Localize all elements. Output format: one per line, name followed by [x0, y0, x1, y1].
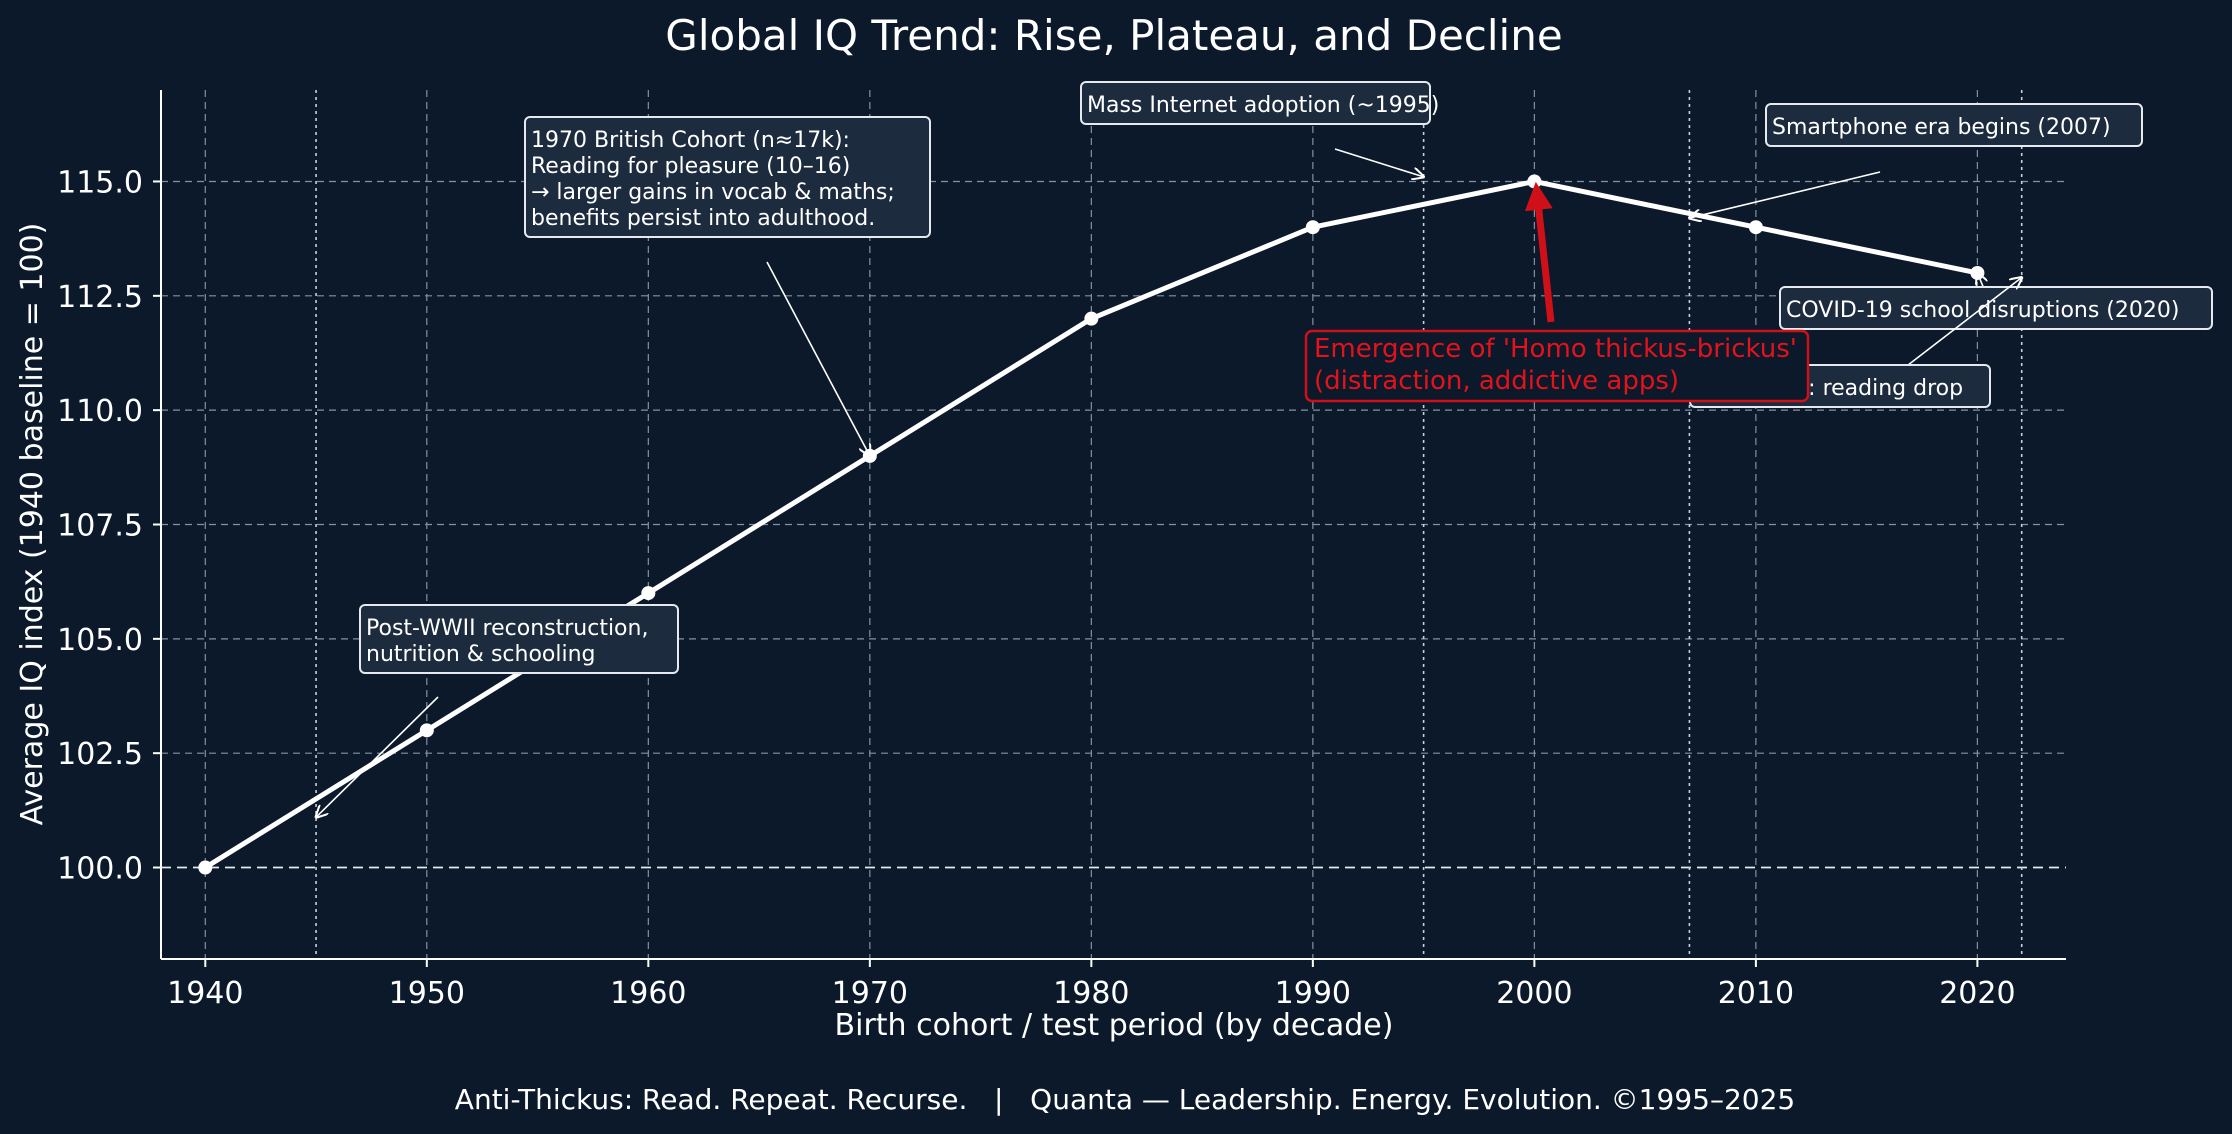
- y-tick-label: 100.0: [57, 852, 143, 887]
- annotation-postwar: Post-WWII reconstruction,nutrition & sch…: [316, 604, 679, 817]
- series: [198, 174, 1985, 875]
- y-axis-label: Average IQ index (1940 baseline = 100): [15, 223, 50, 826]
- annotation-box: [1765, 103, 2143, 147]
- y-tick-label: 112.5: [57, 280, 143, 315]
- annotation-internet: Mass Internet adoption (~1995): [1080, 81, 1439, 177]
- annotation-text: → larger gains in vocab & maths;: [531, 180, 895, 205]
- y-tick-label: 107.5: [57, 509, 143, 544]
- x-tick-label: 1940: [167, 976, 243, 1011]
- annotation-box: [524, 116, 931, 238]
- ticks: 1940 1950 1960 1970 1980 1990 2000 2010 2020 100.…: [57, 165, 2015, 1011]
- annotation-box: [1779, 286, 2213, 330]
- data-point: [198, 860, 213, 875]
- x-tick-label: 2010: [1718, 976, 1794, 1011]
- data-point: [1527, 174, 1542, 189]
- x-tick-label: 1960: [610, 976, 686, 1011]
- highlight-text: (distraction, addictive apps): [1314, 366, 1679, 396]
- footer-text: Anti-Thickus: Read. Repeat. Recurse. | Q…: [455, 1083, 1795, 1116]
- grid: [161, 90, 2066, 959]
- x-tick-label: 2020: [1939, 976, 2015, 1011]
- x-tick-label: 1980: [1053, 976, 1129, 1011]
- annotations: Post-WWII reconstruction,nutrition & sch…: [316, 81, 2213, 817]
- annotation-text: Mass Internet adoption (~1995): [1087, 93, 1439, 118]
- x-tick-label: 1990: [1275, 976, 1351, 1011]
- data-point: [1305, 220, 1320, 235]
- data-point: [1748, 220, 1763, 235]
- data-point: [419, 723, 434, 738]
- highlight-arrow: [1524, 181, 1555, 323]
- y-tick-label: 110.0: [57, 394, 143, 429]
- annotation-smartphone: Smartphone era begins (2007): [1689, 103, 2143, 218]
- y-tick-label: 102.5: [57, 737, 143, 772]
- annotation-text: nutrition & schooling: [366, 642, 596, 667]
- annotation-box: [1080, 81, 1431, 125]
- annotation-highlight: Emergence of 'Homo thickus-brickus'(dist…: [1304, 181, 1810, 403]
- x-tick-label: 2000: [1496, 976, 1572, 1011]
- annotation-text: Smartphone era begins (2007): [1772, 115, 2111, 140]
- x-tick-label: 1970: [832, 976, 908, 1011]
- chart-title: Global IQ Trend: Rise, Plateau, and Decl…: [665, 11, 1562, 60]
- y-tick-label: 105.0: [57, 623, 143, 658]
- annotation-arrow: [766, 261, 870, 456]
- annotation-arrow: [1689, 171, 1881, 218]
- highlight-text: Emergence of 'Homo thickus-brickus': [1314, 334, 1797, 364]
- highlight-box: [1304, 329, 1810, 403]
- data-point: [641, 586, 656, 601]
- annotation-text: benefits persist into adulthood.: [531, 206, 875, 231]
- annotation-text: COVID-19 school disruptions (2020): [1786, 298, 2179, 323]
- event-lines: [315, 90, 2023, 959]
- data-point: [1084, 311, 1099, 326]
- x-tick-label: 1950: [389, 976, 465, 1011]
- y-tick-label: 115.0: [57, 165, 143, 200]
- annotation-arrow: [316, 696, 439, 817]
- annotation-text: Reading for pleasure (10–16): [531, 154, 850, 179]
- annotation-text: 1970 British Cohort (n≈17k):: [531, 128, 850, 153]
- annotation-box: [359, 604, 679, 674]
- annotation-text: Post-WWII reconstruction,: [366, 616, 648, 641]
- x-axis-label: Birth cohort / test period (by decade): [835, 1008, 1394, 1043]
- annotation-arrow: [1334, 148, 1424, 177]
- annotation-covid: COVID-19 school disruptions (2020): [1779, 273, 2213, 330]
- annotation-cohort1970: 1970 British Cohort (n≈17k):Reading for …: [524, 116, 931, 456]
